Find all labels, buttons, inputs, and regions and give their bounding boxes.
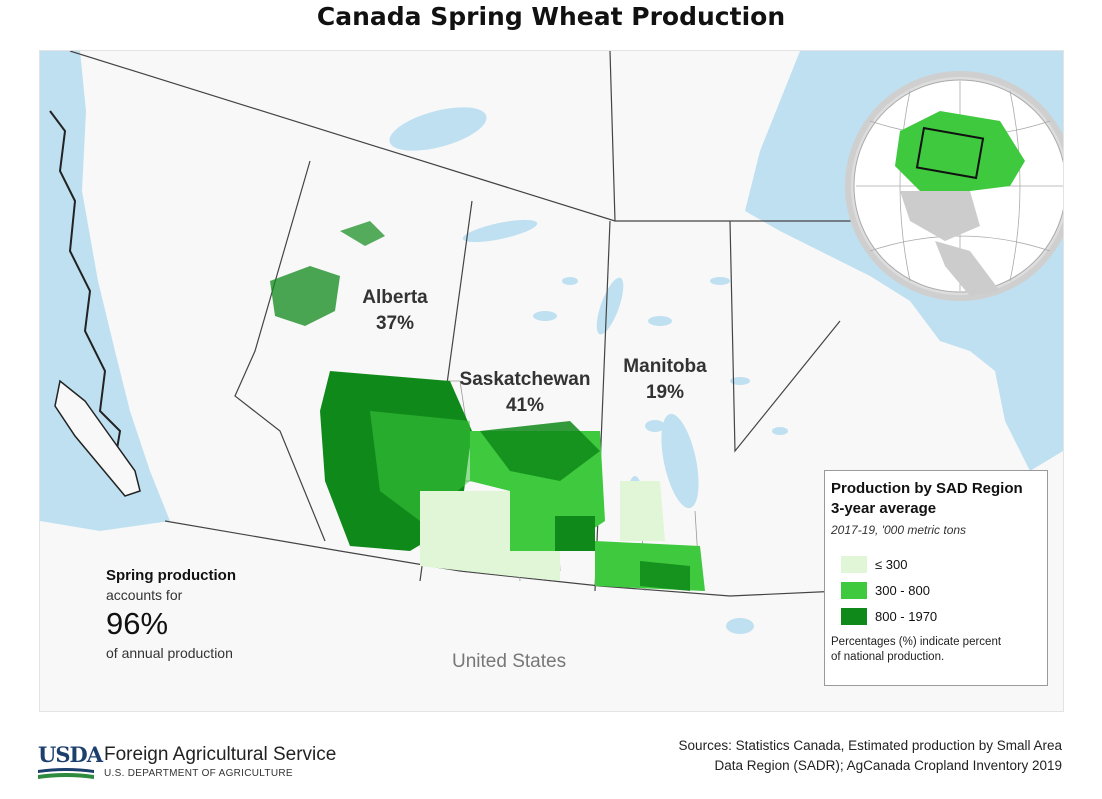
sources-note: Sources: Statistics Canada, Estimated pr… [590, 736, 1062, 776]
small-lake-6 [772, 427, 788, 435]
usda-logo-text: USDA [38, 742, 103, 767]
region-label-manitoba: Manitoba [623, 356, 707, 377]
globe-latin-america [935, 241, 1000, 296]
region-percent-alberta: 37% [375, 313, 415, 334]
legend-note-line-1: Percentages (%) indicate percent [831, 636, 1002, 648]
sources-line-1: Sources: Statistics Canada, Estimated pr… [678, 738, 1062, 753]
lake-winnipeg [661, 413, 699, 509]
sask-high-production [480, 421, 600, 481]
legend-title-line-2: 3-year average [831, 500, 937, 517]
country-label-us: United States [452, 651, 567, 672]
sask-low-regions-2 [510, 551, 560, 581]
sources-line-2: Data Region (SADR); AgCanada Cropland In… [714, 758, 1062, 773]
legend-label-mid: 300 - 800 [875, 582, 930, 598]
legend-item-low: ≤ 300 [831, 551, 1041, 577]
cedar-lake [645, 420, 665, 432]
legend-swatch-high [841, 607, 867, 625]
lake-nipigon [726, 618, 754, 634]
bc-alberta-border [234, 160, 326, 542]
manitoba-low-production [620, 481, 665, 541]
manitoba-ontario-border [609, 51, 841, 453]
small-lake-1 [533, 311, 557, 321]
legend-label-low: ≤ 300 [875, 556, 908, 572]
agency-name: Foreign Agricultural Service [104, 744, 337, 765]
map-legend: Production by SAD Region 3-year average … [824, 470, 1048, 686]
legend-swatch-low [841, 555, 867, 573]
legend-label-high: 800 - 1970 [875, 608, 938, 624]
legend-swatch-mid [841, 581, 867, 599]
map-canvas [40, 51, 1063, 634]
great-slave-lake [389, 107, 487, 151]
legend-title-line-1: Production by SAD Region [831, 480, 1023, 497]
alberta-north-production [270, 266, 340, 326]
usda-logo-swoosh-icon [38, 768, 94, 779]
globe-us [900, 191, 980, 241]
sask-southeast-high [555, 516, 595, 551]
region-percent-manitoba: 19% [645, 382, 685, 403]
reindeer-lake [596, 277, 624, 335]
vancouver-island [54, 379, 141, 497]
legend-note: Percentages (%) indicate percent of nati… [831, 635, 1041, 665]
region-percent-saskatchewan: 41% [505, 395, 545, 416]
legend-items: ≤ 300 300 - 800 800 - 1970 [831, 551, 1041, 629]
globe-focus-box [915, 126, 985, 180]
callout-line-1: accounts for [106, 587, 183, 603]
us-canada-border [164, 520, 841, 597]
manitoba-high-production [640, 561, 690, 591]
legend-period: 2017-19, '000 metric tons [831, 523, 967, 537]
legend-item-high: 800 - 1970 [831, 603, 1041, 629]
map-title: Canada Spring Wheat Production [316, 2, 786, 31]
callout-line-2: of annual production [106, 645, 233, 661]
spring-share-callout: Spring production accounts for 96% of an… [106, 566, 236, 662]
small-lake-3 [648, 316, 672, 326]
alberta-peace-production [340, 221, 385, 246]
small-lake-5 [730, 377, 750, 385]
sask-manitoba-border [594, 220, 611, 592]
globe-inset [845, 71, 1063, 301]
callout-value: 96% [106, 606, 169, 641]
sask-low-regions [420, 491, 510, 576]
small-lake-2 [562, 277, 578, 285]
region-label-saskatchewan: Saskatchewan [459, 369, 591, 390]
legend-item-mid: 300 - 800 [831, 577, 1041, 603]
coast-islands [49, 110, 136, 492]
lake-athabasca [462, 219, 538, 243]
legend-note-line-2: of national production. [831, 651, 945, 663]
globe-canada [895, 111, 1025, 191]
map-panel: Alberta 37% Saskatchewan 41% Manitoba 19… [39, 50, 1064, 712]
department-name: U.S. DEPARTMENT OF AGRICULTURE [104, 768, 293, 779]
callout-title: Spring production [106, 567, 236, 584]
small-lake-4 [710, 277, 730, 285]
region-label-alberta: Alberta [362, 287, 428, 308]
